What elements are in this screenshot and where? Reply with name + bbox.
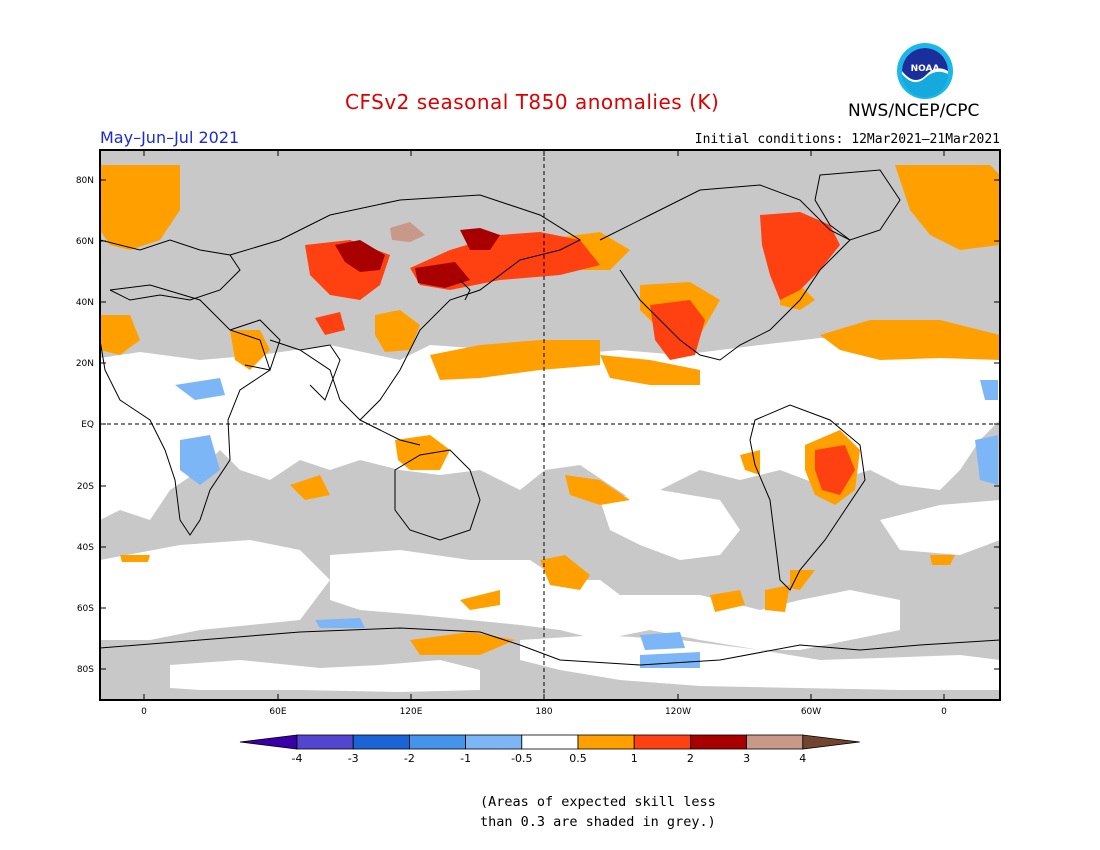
colorbar: -4 -3 -2 -1 -0.5 0.5 1 2 3 4 (239, 734, 860, 765)
anomaly-field (100, 150, 1000, 700)
colorbar-tick-label: 1 (631, 752, 638, 765)
colorbar-tick-label: 0.5 (569, 752, 587, 765)
lon-label-0: 0 (141, 707, 147, 717)
colorbar-arrow-high (802, 734, 860, 750)
colorbar-tick-label: 4 (799, 752, 806, 765)
colorbar-tick-label: -3 (348, 752, 359, 765)
colorbar-tick-label: 3 (743, 752, 750, 765)
legend-note: (Areas of expected skill less than 0.3 a… (480, 792, 716, 832)
map-title: CFSv2 seasonal T850 anomalies (K) (345, 90, 720, 114)
colorbar-swatch (521, 734, 579, 750)
lat-label-eq: EQ (81, 420, 94, 430)
forecast-period: May–Jun–Jul 2021 (100, 128, 240, 147)
lon-label-60e: 60E (269, 707, 286, 717)
lat-label-40n: 40N (76, 298, 94, 308)
lat-label-60n: 60N (76, 237, 94, 247)
colorbar-swatch (746, 734, 804, 750)
lon-label-60w: 60W (801, 707, 821, 717)
lon-label-120e: 120E (400, 707, 423, 717)
lat-label-60s: 60S (77, 604, 94, 614)
colorbar-swatch (633, 734, 691, 750)
lat-label-40s: 40S (77, 543, 94, 553)
colorbar-swatch (352, 734, 410, 750)
lat-label-80n: 80N (76, 176, 94, 186)
colorbar-swatch (577, 734, 635, 750)
noaa-logo-icon: NOAA (897, 43, 953, 99)
colorbar-tick-label: -1 (460, 752, 471, 765)
legend-note-line1: (Areas of expected skill less (480, 794, 716, 810)
latitude-axis: 80N 60N 40N 20N EQ 20S 40S 60S 80S (76, 176, 1000, 675)
colorbar-tick-label: 2 (687, 752, 694, 765)
initial-conditions: Initial conditions: 12Mar2021–21Mar2021 (694, 132, 1000, 147)
lon-label-0-east: 0 (941, 707, 947, 717)
colorbar-tick-label: -0.5 (511, 752, 532, 765)
colorbar-tick-label: -2 (404, 752, 415, 765)
map-frame (99, 149, 1001, 701)
colorbar-swatch (690, 734, 748, 750)
colorbar-swatch (408, 734, 466, 750)
colorbar-arrow-low (239, 734, 298, 750)
colorbar-swatch (465, 734, 523, 750)
lat-label-20n: 20N (76, 359, 94, 369)
lat-label-80s: 80S (77, 665, 94, 675)
legend-note-line2: than 0.3 are shaded in grey.) (480, 814, 716, 830)
longitude-axis: 0 60E 120E 180 120W 60W 0 (141, 150, 947, 717)
lat-label-20s: 20S (77, 482, 94, 492)
colorbar-swatch (296, 734, 354, 750)
lon-label-120w: 120W (665, 707, 691, 717)
lon-label-180: 180 (535, 707, 552, 717)
colorbar-tick-label: -4 (292, 752, 303, 765)
agency-label: NWS/NCEP/CPC (848, 101, 980, 121)
svg-text:NOAA: NOAA (911, 64, 940, 74)
